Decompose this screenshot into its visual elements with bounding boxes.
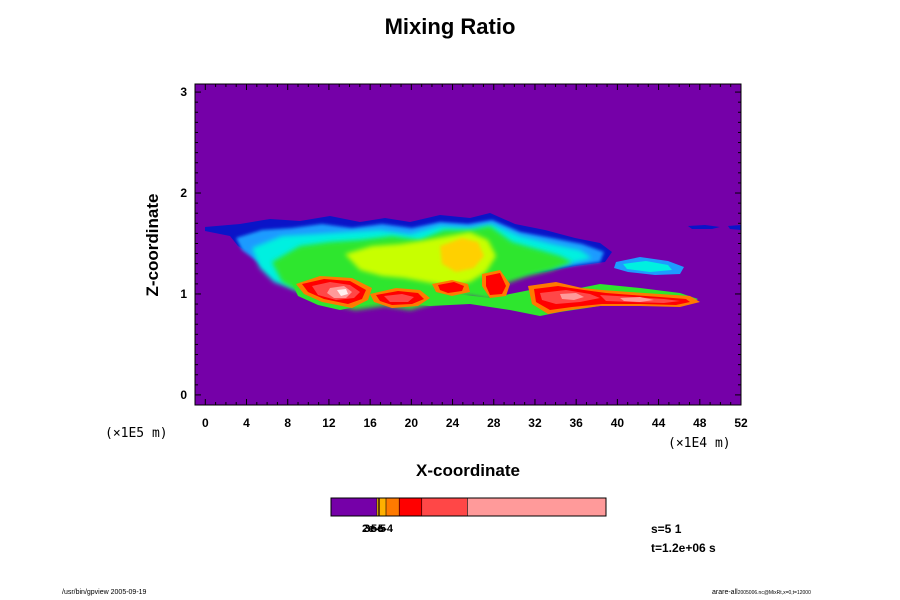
stats-t: t=1.2e+06 s [651,541,716,555]
y-axis-label: Z-coordinate [143,193,162,297]
x-tick-label: 4 [243,416,250,430]
colorbar-tick-label: 3e-5 [364,523,387,535]
x-tick-label: 32 [528,416,542,430]
x-tick-label: 8 [284,416,291,430]
x-tick-label: 28 [487,416,501,430]
y-scale-label: (×1E5 m) [105,426,168,441]
cloud-streak-edge [728,225,741,230]
x-tick-label: 44 [652,416,666,430]
colorbar-segment [379,498,386,516]
stats-panel: s=5 1 t=1.2e+06 s [651,520,716,558]
x-tick-label: 48 [693,416,707,430]
x-axis: 0 4 8 12 16 20 24 28 32 36 40 44 48 52 [202,84,748,430]
colorbar-tick-label: 2e-5 [362,523,385,535]
y-tick-label: 0 [180,388,187,402]
x-tick-label: 16 [363,416,377,430]
cloud-streak-right [688,225,720,229]
x-tick-label: 40 [611,416,625,430]
y-tick-label: 3 [180,85,187,99]
footer-file-sub: 2005006.nc@MixRt,x=0,t=12000 [737,590,811,596]
colorbar-segment [467,498,606,516]
x-axis-label: X-coordinate [416,461,520,480]
x-tick-label: 12 [322,416,336,430]
plot-frame [194,83,742,406]
colorbar [330,497,607,517]
colorbar-segment [386,498,400,516]
y-tick-label: 1 [180,287,187,301]
stats-s: s=5 1 [651,522,682,536]
y-tick-label: 2 [180,186,187,200]
x-tick-label: 20 [405,416,419,430]
footer-file: arare-all2005006.nc@MixRt,x=0,t=12000 [712,589,811,596]
mixing-ratio-field [205,213,741,316]
colorbar-tick-label: 5e-4 [371,523,394,535]
y-axis: 0 1 2 3 [180,85,741,402]
x-tick-label: 36 [569,416,583,430]
cloud-core-yellow [440,238,484,272]
footer-file-main: arare-all [712,589,738,596]
x-tick-label: 24 [446,416,460,430]
colorbar-frame [330,497,607,517]
x-tick-label: 0 [202,416,209,430]
colorbar-segment [399,498,422,516]
x-tick-label: 52 [734,416,748,430]
rain-core-pink [327,286,654,302]
rain-band-salmon [312,282,680,304]
rain-core-white [337,289,348,296]
x-scale-label: (×1E4 m) [668,436,731,451]
colorbar-segment [331,498,377,516]
chart-title: Mixing Ratio [384,14,516,39]
colorbar-segment [421,498,468,516]
colorbar-segment [378,498,380,516]
footer-command: /usr/bin/gpview 2005-09-19 [62,589,147,596]
cloud-patch-cyan-right [623,261,672,272]
colorbar-segment [376,498,379,516]
